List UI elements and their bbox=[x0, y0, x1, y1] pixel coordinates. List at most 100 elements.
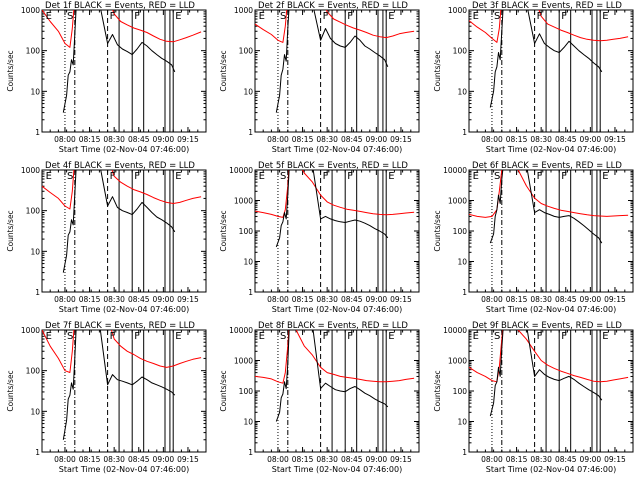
x-tick-label: 09:15 bbox=[390, 135, 412, 144]
plot-area bbox=[42, 330, 202, 452]
y-tick-label: 10 bbox=[30, 87, 40, 96]
x-tick-label: 08:00 bbox=[267, 135, 289, 144]
y-tick-label: 10000 bbox=[229, 166, 253, 175]
x-tick-label: 09:00 bbox=[153, 295, 175, 304]
detector-panel: Det 2f BLACK = Events, RED = LLD 1 10 100 10… bbox=[213, 0, 426, 160]
events-series-line bbox=[275, 10, 389, 113]
event-marker-label: F bbox=[323, 331, 329, 342]
x-tick-label: 09:00 bbox=[366, 455, 388, 464]
event-marker-label: E bbox=[388, 11, 394, 22]
x-tick-label: 08:30 bbox=[316, 135, 338, 144]
event-marker-label: F bbox=[561, 331, 567, 342]
x-tick-label: 08:00 bbox=[481, 135, 503, 144]
y-tick-label: 1000 bbox=[448, 6, 467, 15]
x-tick-label: 08:30 bbox=[316, 295, 338, 304]
event-marker-label: E bbox=[602, 331, 608, 342]
events-series-line bbox=[489, 330, 603, 417]
plot-area bbox=[469, 170, 629, 292]
panel-svg: Det 8f BLACK = Events, RED = LLD 1 10 100 10… bbox=[219, 321, 420, 474]
panel-svg: Det 6f BLACK = Events, RED = LLD 1 10 100 10… bbox=[433, 161, 634, 314]
y-tick-label: 1000 bbox=[234, 197, 253, 206]
x-tick-label: 08:30 bbox=[530, 135, 552, 144]
plot-frame bbox=[41, 9, 207, 133]
event-marker-label: E bbox=[175, 171, 181, 182]
x-tick-label: 08:30 bbox=[530, 295, 552, 304]
event-marker-label: F bbox=[347, 171, 353, 182]
y-tick-label: 100 bbox=[26, 207, 41, 216]
x-tick-label: 08:15 bbox=[506, 295, 528, 304]
y-tick-label: 1 bbox=[462, 448, 467, 457]
x-axis-label: Start Time (02-Nov-04 07:46:00) bbox=[272, 465, 402, 474]
plot-area bbox=[42, 10, 202, 132]
x-tick-label: 08:15 bbox=[292, 295, 314, 304]
y-tick-label: 10000 bbox=[443, 326, 467, 335]
event-marker-label: F bbox=[561, 171, 567, 182]
event-marker-label: E bbox=[259, 331, 265, 342]
y-tick-label: 1 bbox=[462, 288, 467, 297]
event-marker-label: F bbox=[537, 171, 543, 182]
x-tick-label: 09:15 bbox=[604, 135, 626, 144]
x-tick-label: 08:45 bbox=[555, 135, 577, 144]
event-marker-label: S bbox=[494, 11, 500, 22]
x-axis-label: Start Time (02-Nov-04 07:46:00) bbox=[59, 145, 189, 154]
x-tick-label: 09:00 bbox=[153, 135, 175, 144]
panel-svg: Det 7f BLACK = Events, RED = LLD 1 10 100 10… bbox=[6, 321, 207, 474]
y-tick-label: 1000 bbox=[21, 6, 40, 15]
x-tick-label: 08:30 bbox=[530, 455, 552, 464]
y-axis-label: Counts/sec bbox=[219, 370, 228, 411]
x-axis-label: Start Time (02-Nov-04 07:46:00) bbox=[486, 145, 616, 154]
chart-title: Det 6f BLACK = Events, RED = LLD bbox=[472, 161, 622, 171]
y-tick-label: 100 bbox=[239, 47, 254, 56]
y-tick-label: 100 bbox=[26, 47, 41, 56]
panel-svg: Det 4f BLACK = Events, RED = LLD 1 10 100 10… bbox=[6, 161, 207, 314]
y-tick-label: 100 bbox=[239, 227, 254, 236]
events-series-line bbox=[62, 170, 176, 273]
chart-title: Det 8f BLACK = Events, RED = LLD bbox=[258, 321, 408, 331]
chart-title: Det 1f BLACK = Events, RED = LLD bbox=[45, 1, 195, 11]
event-marker-label: F bbox=[110, 11, 116, 22]
event-marker-label: S bbox=[280, 11, 286, 22]
y-tick-label: 1 bbox=[248, 128, 253, 137]
x-axis-label: Start Time (02-Nov-04 07:46:00) bbox=[272, 145, 402, 154]
y-axis-label: Counts/sec bbox=[6, 370, 15, 411]
x-tick-label: 08:15 bbox=[292, 135, 314, 144]
detector-panel: Det 7f BLACK = Events, RED = LLD 1 10 100 10… bbox=[0, 320, 213, 480]
y-axis-label: Counts/sec bbox=[219, 210, 228, 251]
y-tick-label: 100 bbox=[453, 227, 468, 236]
plot-frame bbox=[254, 169, 420, 293]
y-tick-label: 100 bbox=[453, 387, 468, 396]
event-marker-label: F bbox=[110, 171, 116, 182]
chart-title: Det 2f BLACK = Events, RED = LLD bbox=[258, 1, 408, 11]
plot-frame bbox=[468, 9, 634, 133]
x-tick-label: 08:15 bbox=[79, 455, 101, 464]
plot-area bbox=[255, 170, 415, 292]
lld-series-line bbox=[42, 170, 202, 210]
chart-title: Det 4f BLACK = Events, RED = LLD bbox=[45, 161, 195, 171]
plot-frame bbox=[254, 9, 420, 133]
event-marker-label: S bbox=[280, 331, 286, 342]
y-axis-label: Counts/sec bbox=[433, 210, 442, 251]
event-marker-label: F bbox=[347, 331, 353, 342]
events-series-line bbox=[489, 170, 603, 244]
event-marker-label: F bbox=[537, 11, 543, 22]
x-tick-label: 09:15 bbox=[390, 295, 412, 304]
plot-area bbox=[469, 330, 629, 452]
lld-series-line bbox=[42, 10, 202, 48]
y-tick-label: 1000 bbox=[234, 357, 253, 366]
x-tick-label: 08:45 bbox=[128, 135, 150, 144]
event-marker-label: E bbox=[259, 11, 265, 22]
y-tick-label: 10 bbox=[457, 418, 467, 427]
y-tick-label: 1000 bbox=[21, 166, 40, 175]
x-tick-label: 09:15 bbox=[177, 455, 199, 464]
event-marker-label: S bbox=[67, 331, 73, 342]
chart-title: Det 5f BLACK = Events, RED = LLD bbox=[258, 161, 408, 171]
x-tick-label: 08:15 bbox=[292, 455, 314, 464]
lld-series-line bbox=[469, 10, 629, 43]
event-marker-label: E bbox=[175, 11, 181, 22]
x-tick-label: 08:30 bbox=[103, 295, 125, 304]
events-series-line bbox=[275, 170, 389, 248]
lld-series-line bbox=[255, 10, 415, 43]
plot-area bbox=[255, 330, 415, 452]
detector-panel: Det 6f BLACK = Events, RED = LLD 1 10 100 10… bbox=[427, 160, 640, 320]
plot-area bbox=[469, 10, 629, 132]
